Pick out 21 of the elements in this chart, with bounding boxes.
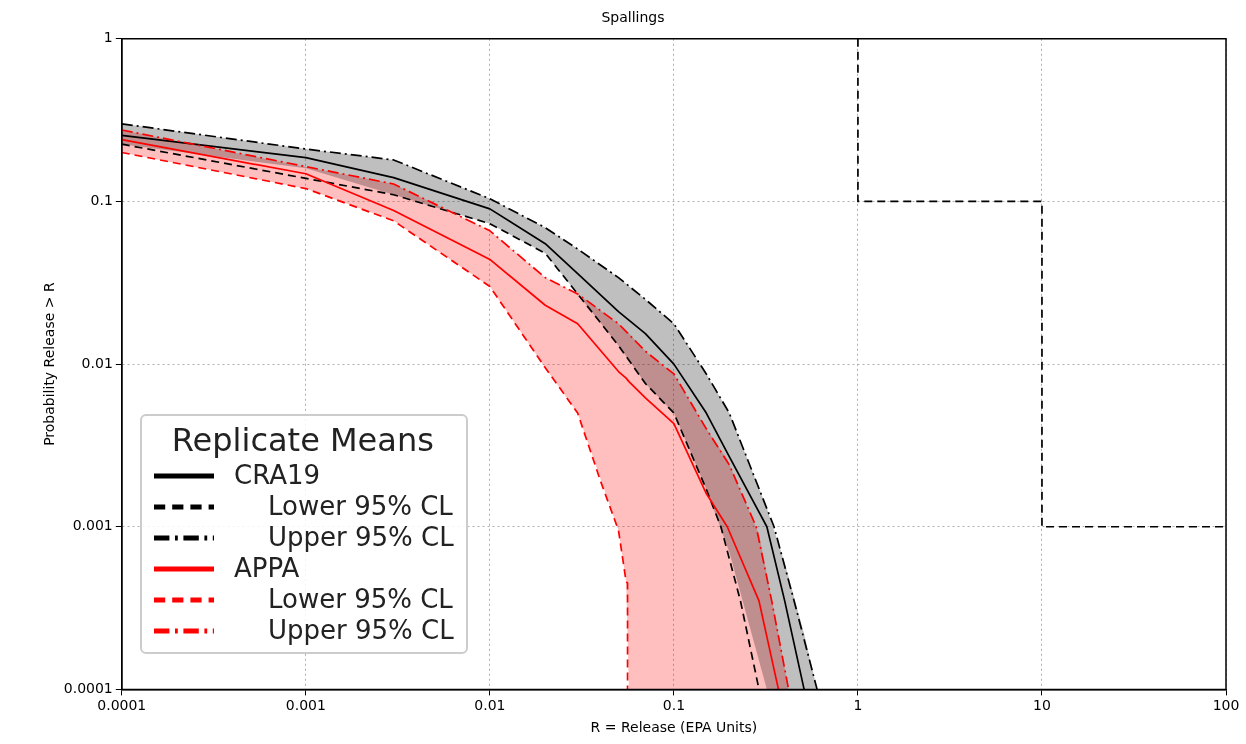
legend-label: Lower 95% CL: [267, 584, 453, 615]
x-tick-label: 0.1: [662, 697, 686, 714]
x-tick-label: 0.001: [285, 697, 326, 714]
y-tick-label: 0.0001: [63, 680, 113, 697]
x-tick-label: 0.01: [474, 697, 506, 714]
y-tick-label: 1: [103, 29, 113, 46]
x-tick-label: 100: [1212, 697, 1240, 714]
legend-label: Upper 95% CL: [267, 615, 454, 646]
x-tick-label: 1: [853, 697, 863, 714]
y-axis-title: Probability Release > R: [41, 282, 58, 446]
chart-title: Spallings: [601, 9, 665, 26]
legend-label: Lower 95% CL: [267, 491, 453, 522]
legend-title: Replicate Means: [170, 420, 435, 460]
legend-label: APPA: [234, 553, 300, 584]
y-tick-label: 0.01: [81, 354, 113, 371]
x-axis-title: R = Release (EPA Units): [590, 719, 758, 736]
y-tick-label: 0.1: [90, 192, 113, 209]
y-tick-label: 0.001: [72, 517, 113, 534]
legend-label: Upper 95% CL: [267, 522, 454, 553]
legend-label: CRA19: [234, 460, 321, 491]
x-tick-label: 10: [1033, 697, 1051, 714]
